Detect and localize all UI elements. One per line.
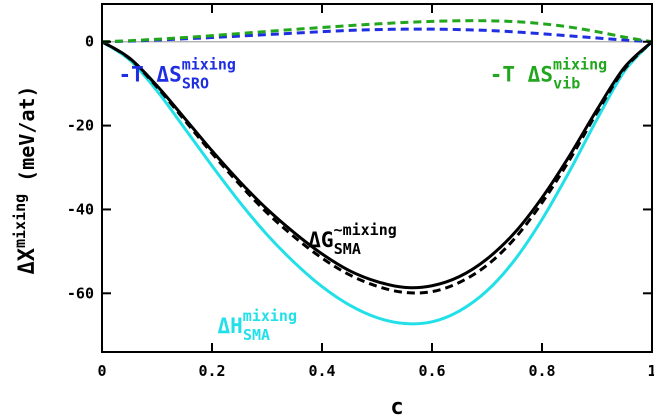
annotation-subscript: vib — [553, 75, 580, 93]
x-axis-label: c — [390, 395, 403, 420]
x-tick-label: 0.2 — [198, 362, 225, 380]
annotation-h_sma: ΔHmixing SMA — [218, 307, 297, 344]
annotation-symbol: ΔG — [308, 228, 333, 252]
y-axis-label: ΔXmixing (meV/at) — [11, 85, 40, 274]
annotation-superscript: mixing — [553, 56, 607, 74]
annotation-superscript: mixing — [182, 56, 236, 74]
annotation-g_sma: ΔG~mixing SMA — [308, 221, 397, 258]
series-line-h_sma — [101, 40, 654, 326]
annotation-subscript: SRO — [182, 75, 209, 93]
x-tick-label: 0.8 — [528, 362, 555, 380]
annotation-subscript: SMA — [243, 326, 270, 344]
annotation-superscript: ~mixing — [334, 221, 397, 239]
plot-frame — [101, 3, 653, 353]
y-tick-label: -60 — [67, 284, 94, 302]
series-layer — [101, 19, 654, 326]
y-axis-unit: (meV/at) — [15, 85, 39, 181]
ticks-layer: 0 0.2 0.4 0.6 0.8 1 0 -20 -40 -60 — [67, 4, 654, 380]
series-line-g_sma — [101, 40, 654, 290]
y-tick-label: 0 — [85, 33, 94, 51]
series-line-ts_vib — [101, 19, 653, 44]
annotation-ts_sro: -T ΔSmixing SRO — [119, 56, 236, 93]
x-tick-label: 0.6 — [418, 362, 445, 380]
annotation-ts_vib: -T ΔSmixing vib — [490, 56, 607, 93]
y-tick-label: -40 — [67, 200, 94, 218]
x-tick-label: 0.4 — [308, 362, 335, 380]
x-tick-label: 1 — [647, 362, 654, 380]
annotation-subscript: SMA — [334, 240, 361, 258]
annotation-symbol: ΔH — [218, 314, 243, 338]
x-tick-label: 0 — [97, 362, 106, 380]
annotation-symbol: -T ΔS — [490, 63, 553, 87]
annotation-symbol: -T ΔS — [119, 63, 182, 87]
annotation-superscript: mixing — [243, 307, 297, 325]
y-axis-symbol: ΔX — [15, 248, 40, 275]
y-tick-label: -20 — [67, 117, 94, 135]
series-line-ts_sro — [101, 27, 653, 44]
y-axis-superscript: mixing — [11, 194, 29, 248]
